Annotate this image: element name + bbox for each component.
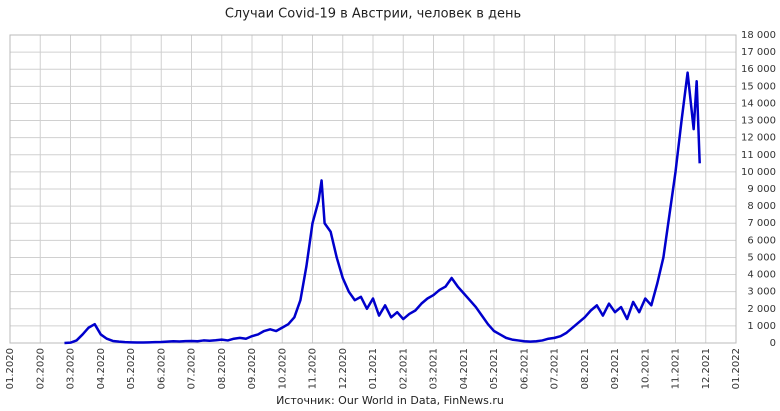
x-tick-label: 11.2020 [308,348,319,389]
y-tick-label: 9 000 [747,184,776,195]
x-tick-label: 04.2020 [96,348,107,389]
x-tick-label: 02.2020 [35,348,46,389]
y-tick-label: 1 000 [747,321,776,332]
x-tick-label: 05.2021 [489,348,500,389]
x-tick-label: 12.2020 [338,348,349,389]
x-tick-label: 04.2021 [459,348,470,389]
x-tick-label: 01.2021 [368,348,379,389]
y-tick-label: 13 000 [741,116,776,127]
y-tick-label: 18 000 [741,30,776,41]
y-tick-label: 6 000 [747,235,776,246]
y-tick-label: 8 000 [747,201,776,212]
source: Источник: Our World in Data, FinNews.ru [276,394,504,407]
y-tick-label: 7 000 [747,218,776,229]
x-tick-label: 09.2020 [247,348,258,389]
x-tick-label: 05.2020 [126,348,137,389]
x-tick-label: 01.2022 [731,348,742,389]
x-tick-label: 01.2020 [5,348,16,389]
y-tick-label: 5 000 [747,252,776,263]
x-tick-label: 08.2021 [580,348,591,389]
y-tick-label: 14 000 [741,98,776,109]
x-tick-label: 03.2021 [429,348,440,389]
y-tick-label: 2 000 [747,304,776,315]
plot-frame [9,34,737,344]
x-tick-label: 03.2020 [66,348,77,389]
y-tick-label: 0 [770,338,776,349]
y-tick-label: 3 000 [747,287,776,298]
x-tick-label: 06.2020 [156,348,167,389]
x-tick-label: 07.2021 [550,348,561,389]
x-tick-label: 12.2021 [701,348,712,389]
x-tick-label: 10.2021 [640,348,651,389]
x-tick-label: 02.2021 [398,348,409,389]
x-tick-label: 09.2021 [610,348,621,389]
y-tick-label: 4 000 [747,270,776,281]
x-tick-label: 10.2020 [277,348,288,389]
x-tick-label: 06.2021 [519,348,530,389]
y-tick-label: 15 000 [741,81,776,92]
y-tick-label: 10 000 [741,167,776,178]
y-tick-label: 17 000 [741,47,776,58]
y-tick-label: 16 000 [741,64,776,75]
x-tick-label: 07.2020 [187,348,198,389]
y-tick-label: 11 000 [741,150,776,161]
x-tick-label: 11.2021 [671,348,682,389]
chart-title: Случаи Covid-19 в Австрии, человек в ден… [225,7,521,22]
series-line [64,71,701,345]
x-tick-label: 08.2020 [217,348,228,389]
y-tick-label: 12 000 [741,133,776,144]
